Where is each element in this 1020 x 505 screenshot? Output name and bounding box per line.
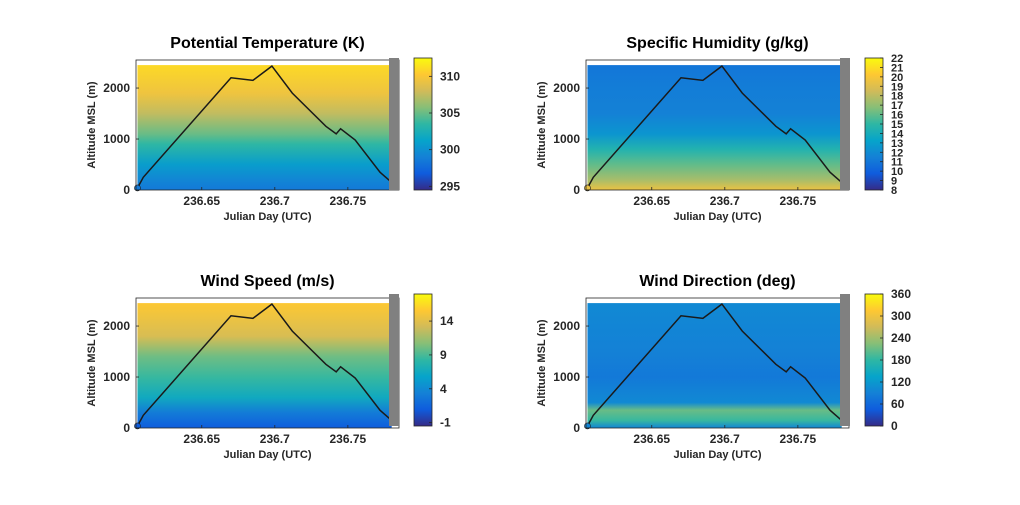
y-tick-label: 2000: [103, 319, 130, 333]
x-tick-label: 236.7: [710, 432, 740, 446]
colorbar-tick-label: 16: [891, 110, 903, 122]
colorbar-tick-label: 310: [440, 69, 460, 83]
colorbar-tick-label: 21: [891, 62, 903, 74]
colorbar-tick-label: 10: [891, 166, 903, 178]
colorbar-tick-label: 11: [891, 157, 903, 169]
x-tick-label: 236.75: [330, 194, 367, 208]
colorbar-tick-label: 305: [440, 106, 460, 120]
flight-track: [585, 65, 843, 191]
colorbar-strip: [840, 58, 850, 190]
data-field: [587, 303, 842, 428]
colorbar-tick-label: 13: [891, 138, 903, 150]
panel-1: 236.65 236.7 236.75 0 1000 2000 Potential Temp…: [86, 35, 460, 223]
x-axis-label: Julian Day (UTC): [673, 211, 761, 223]
y-tick-label: 2000: [103, 81, 130, 95]
colorbar-tick-label: 240: [891, 331, 911, 345]
colorbar-tick-label: 19: [891, 81, 903, 93]
chart-title: Wind Speed (m/s): [200, 273, 334, 290]
colorbar-tick-label: 12: [891, 147, 903, 159]
y-tick-label: 1000: [553, 370, 580, 384]
x-tick-label: 236.65: [633, 194, 670, 208]
data-field: [137, 65, 392, 190]
x-tick-label: 236.65: [183, 194, 220, 208]
data-field: [587, 65, 842, 190]
x-tick-label: 236.7: [710, 194, 740, 208]
x-tick-label: 236.7: [260, 194, 290, 208]
y-tick-label: 2000: [553, 319, 580, 333]
x-tick-label: 236.7: [260, 432, 290, 446]
y-tick-label: 1000: [553, 132, 580, 146]
colorbar-tick-label: 180: [891, 353, 911, 367]
y-tick-label: 1000: [103, 370, 130, 384]
x-axis-label: Julian Day (UTC): [673, 449, 761, 461]
colorbar-tick-label: 120: [891, 375, 911, 389]
colorbar: [413, 57, 433, 191]
chart-title: Specific Humidity (g/kg): [626, 35, 808, 52]
y-axis-label: Altitude MSL (m): [86, 319, 98, 407]
colorbar-tick-label: 0: [891, 419, 898, 433]
colorbar-tick-label: 300: [891, 309, 911, 323]
colorbar-tick-label: 8: [891, 185, 897, 197]
y-tick-label: 0: [573, 421, 580, 435]
x-tick-label: 236.75: [330, 432, 367, 446]
x-axis-label: Julian Day (UTC): [223, 211, 311, 223]
panel-2: 236.65 236.7 236.75 0 1000 2000 Specific Humid…: [536, 35, 904, 223]
y-axis-label: Altitude MSL (m): [536, 81, 548, 169]
colorbar: [413, 293, 433, 427]
panel-3: 236.65 236.7 236.75 0 1000 2000 Wind Speed (m/…: [86, 273, 454, 461]
y-tick-label: 1000: [103, 132, 130, 146]
colorbar-tick-label: 60: [891, 397, 905, 411]
flight-track: [585, 303, 843, 429]
y-axis-label: Altitude MSL (m): [536, 319, 548, 407]
chart-title: Wind Direction (deg): [639, 273, 795, 290]
colorbar-tick-label: 20: [891, 72, 903, 84]
colorbar-tick-label: 18: [891, 91, 903, 103]
colorbar-tick-label: 295: [440, 179, 460, 193]
x-axis-label: Julian Day (UTC): [223, 449, 311, 461]
y-tick-label: 2000: [553, 81, 580, 95]
flight-track: [135, 303, 393, 429]
colorbar-tick-label: 9: [891, 176, 897, 188]
data-field: [137, 303, 392, 428]
colorbar-strip: [389, 58, 399, 190]
x-tick-label: 236.75: [780, 194, 817, 208]
colorbar-tick-label: 14: [440, 314, 454, 328]
colorbar-tick-label: 9: [440, 348, 447, 362]
y-tick-label: 0: [123, 421, 130, 435]
x-tick-label: 236.75: [780, 432, 817, 446]
colorbar-tick-label: 360: [891, 287, 911, 301]
colorbar-strip: [389, 294, 399, 426]
y-axis-label: Altitude MSL (m): [86, 81, 98, 169]
y-tick-label: 0: [573, 183, 580, 197]
x-tick-label: 236.65: [183, 432, 220, 446]
x-tick-label: 236.65: [633, 432, 670, 446]
colorbar-tick-label: 300: [440, 143, 460, 157]
colorbar-tick-label: 17: [891, 100, 903, 112]
colorbar-strip: [840, 294, 850, 426]
colorbar-tick-label: 4: [440, 382, 447, 396]
colorbar-tick-label: -1: [440, 416, 451, 430]
flight-track: [135, 65, 393, 191]
panel-4: 236.65 236.7 236.75 0 1000 2000 Wind Direction…: [536, 273, 911, 461]
chart-title: Potential Temperature (K): [170, 35, 364, 52]
y-tick-label: 0: [123, 183, 130, 197]
colorbar-tick-label: 15: [891, 119, 903, 131]
colorbar-tick-label: 14: [891, 128, 904, 140]
colorbar-tick-label: 22: [891, 53, 903, 65]
